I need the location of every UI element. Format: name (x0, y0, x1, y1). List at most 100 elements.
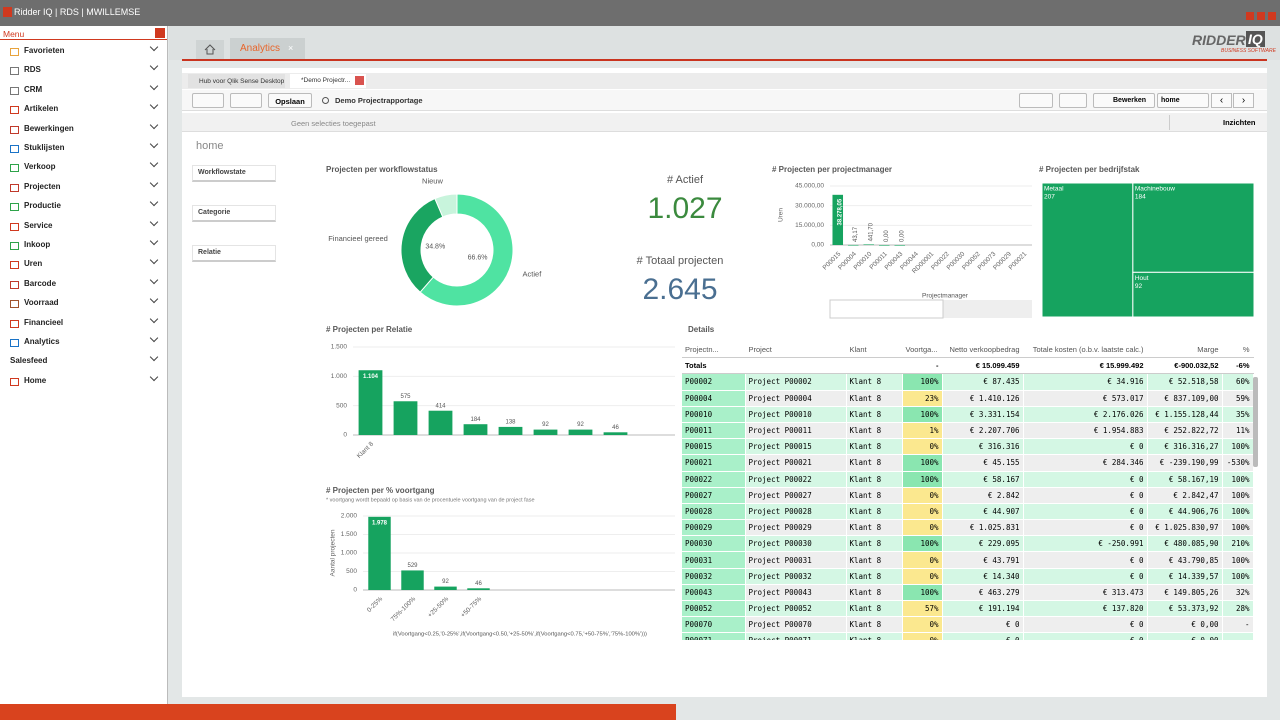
donut-segment (419, 193, 514, 307)
close-button[interactable] (1268, 12, 1276, 20)
menu-button[interactable] (230, 93, 262, 108)
menu-item[interactable]: Voorraad (24, 298, 59, 308)
menu-item[interactable]: Inkoop (24, 240, 51, 249)
column-header[interactable]: Project (745, 342, 847, 359)
menu-item[interactable]: Favorieten (24, 46, 65, 55)
filter-pane[interactable]: Workflowstate (192, 165, 276, 182)
table-row[interactable]: P00004 Project P00004 Klant 8 23% € 1.410.12… (682, 390, 1254, 407)
save-button[interactable]: Opslaan (268, 93, 312, 108)
table-cell: 28% (1222, 600, 1254, 618)
navigate-button[interactable] (192, 93, 224, 108)
table-cell: € 316.316,27 (1147, 438, 1223, 456)
table-row[interactable]: P00071Project P00071Klant 80%€ 0€ 0€ 0,0… (682, 632, 1254, 640)
filter-pane[interactable]: Categorie (192, 205, 276, 222)
sheet-selector[interactable]: home (1157, 93, 1209, 108)
table-row[interactable]: P00052 Project P00052 Klant 8 57% € 191.194 €… (682, 600, 1254, 618)
menu-item[interactable]: Artikelen (24, 104, 59, 114)
previous-sheet[interactable]: ‹ (1211, 93, 1232, 108)
scrollbar[interactable] (1253, 377, 1258, 467)
menu-item[interactable]: Uren (24, 259, 43, 269)
bookmark-button[interactable] (1059, 93, 1087, 108)
column-header[interactable]: % (1222, 342, 1254, 359)
column-header[interactable]: Voortga... (902, 342, 943, 359)
y-tick-label: 500 (346, 568, 357, 575)
menu-pin[interactable] (155, 28, 165, 38)
menu-item[interactable]: Analytics (24, 337, 60, 346)
value-label: 414 (435, 403, 446, 409)
tab-close[interactable]: × (288, 43, 294, 53)
table-row[interactable]: P00043 Project P00043 Klant 8 100% € 463.279… (682, 584, 1254, 602)
y-tick-label: 500 (336, 402, 347, 409)
tab-underline (182, 59, 1267, 61)
table-row[interactable]: P00032 Project P00032 Klant 8 0% € 14.340 € 0… (682, 568, 1254, 585)
menu-item[interactable]: RDS (24, 65, 41, 75)
table-row[interactable]: P00015 Project P00015 Klant 8 0% € 316.316 € … (682, 438, 1254, 456)
edit-button[interactable]: Bewerken (1093, 93, 1155, 108)
menu-item[interactable]: Productie (24, 201, 61, 211)
menu-item[interactable]: Service (24, 220, 53, 230)
maximize-button[interactable] (1257, 12, 1265, 20)
menu-item[interactable]: Bewerkingen (24, 123, 74, 133)
table-row[interactable]: P00011 Project P00011 Klant 8 1% € 2.207.706… (682, 422, 1254, 440)
analytics-tab[interactable] (230, 38, 305, 60)
table-cell: € 463.279 (942, 584, 1024, 602)
menu-icon (10, 222, 19, 231)
table-cell: € 252.822,72 (1147, 422, 1223, 440)
table-row[interactable]: P00030 Project P00030 Klant 8 100% € 229.095… (682, 535, 1254, 553)
table-row[interactable]: P00031 Project P00031 Klant 8 0% € 43.791 € 0… (682, 551, 1254, 569)
bar (894, 245, 906, 246)
table-row[interactable]: P00022 Project P00022 Klant 8 100% € 58.167 €… (682, 471, 1254, 488)
table-cell: € 0 (1023, 551, 1148, 569)
x-tick-label: Klant 8 (356, 440, 376, 460)
story-button[interactable] (1019, 93, 1053, 108)
totals-cell (745, 357, 847, 375)
table-cell: Klant 8 (846, 632, 903, 640)
next-sheet[interactable]: › (1233, 93, 1254, 108)
chart-title: # Projecten per projectmanager (772, 165, 892, 174)
hub-tab[interactable]: Hub voor Qlik Sense Desktop (188, 74, 285, 88)
menu-item[interactable]: Stuklijsten (24, 143, 65, 152)
insights-button[interactable]: Inzichten (1223, 118, 1256, 127)
kpi-value: 1.027 (647, 192, 722, 225)
column-header[interactable]: Klant (846, 342, 903, 359)
column-header[interactable]: Projectn... (682, 342, 746, 359)
table-cell: Klant 8 (846, 503, 903, 521)
table-cell: P00043 (682, 584, 746, 602)
menu-item[interactable]: Financieel (24, 317, 64, 327)
table-row[interactable]: P00027 Project P00027 Klant 8 0% € 2.842 € 0 €… (682, 487, 1254, 504)
column-header[interactable]: Netto verkoopbedrag (942, 342, 1024, 359)
table-cell: € 2.842 (942, 487, 1024, 504)
table-cell: 100% (902, 584, 943, 602)
column-header[interactable]: Totale kosten (o.b.v. laatste calc.) (1023, 342, 1148, 359)
table-cell: Klant 8 (846, 454, 903, 472)
table-row[interactable]: P00029 Project P00029 Klant 8 0% € 1.025.831… (682, 519, 1254, 537)
app-tab[interactable]: *Demo Projectr... (290, 74, 366, 88)
table-row[interactable]: P00021 Project P00021 Klant 8 100% € 45.155 €… (682, 454, 1254, 472)
column-header[interactable]: Marge (1147, 342, 1223, 359)
menu-item[interactable]: Salesfeed (10, 356, 48, 366)
chart-title: Projecten per workflowstatus (326, 165, 438, 174)
menu-item[interactable]: CRM (24, 84, 43, 94)
menu-item[interactable]: Home (24, 375, 47, 385)
chart-title: # Projecten per Relatie (326, 325, 413, 334)
minimize-button[interactable] (1246, 12, 1254, 20)
table-cell: € 137.820 (1023, 600, 1148, 618)
table-cell: Klant 8 (846, 373, 903, 391)
details-title: Details (688, 325, 715, 334)
app-tab-close[interactable] (355, 76, 364, 85)
filter-pane[interactable]: Relatie (192, 245, 276, 262)
value-label: 1.104 (363, 374, 379, 380)
table-row[interactable]: P00002 Project P00002 Klant 8 100% € 87.435 €… (682, 373, 1254, 391)
menu-item[interactable]: Verkoop (24, 162, 56, 172)
table-cell: Klant 8 (846, 438, 903, 456)
home-tab[interactable] (196, 40, 224, 60)
y-tick-label: 1.000 (331, 373, 348, 380)
menu-icon (10, 280, 19, 289)
menu-item[interactable]: Projecten (24, 181, 61, 191)
table-row[interactable]: P00028 Project P00028 Klant 8 0% € 44.907 € 0… (682, 503, 1254, 521)
table-row[interactable]: P00010 Project P00010 Klant 8 100% € 3.331.1… (682, 406, 1254, 423)
table-cell: € 316.316 (942, 438, 1024, 456)
cell-label: Machinebouw (1135, 186, 1175, 193)
table-row[interactable]: P00070 Project P00070 Klant 8 0% € 0 € 0 € 0,0… (682, 616, 1254, 634)
menu-item[interactable]: Barcode (24, 278, 57, 288)
